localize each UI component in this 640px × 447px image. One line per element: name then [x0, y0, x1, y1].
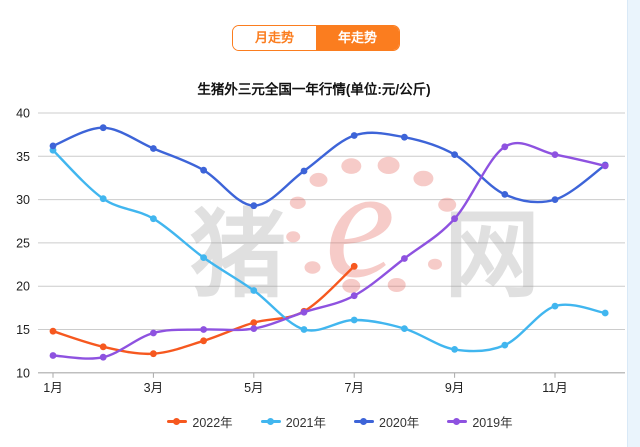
x-axis-label: 1月	[43, 381, 62, 395]
data-point-2020年	[49, 142, 57, 150]
watermark-dot	[377, 156, 400, 174]
legend-item-2021[interactable]: 2021年	[260, 412, 326, 431]
y-axis-label: 20	[16, 280, 30, 294]
watermark-dot	[413, 170, 434, 187]
tab-monthly-trend[interactable]: 月走势	[233, 26, 316, 50]
data-point-2020年	[99, 124, 107, 132]
watermark: 猪网e	[190, 136, 540, 311]
data-point-2021年	[501, 341, 509, 349]
data-point-2021年	[300, 326, 308, 333]
x-axis-label: 9月	[445, 381, 464, 395]
chart-legend: 2022年 2021年 2020年 2019年	[40, 412, 640, 430]
x-axis-label: 7月	[344, 381, 363, 395]
data-point-2021年	[150, 215, 157, 223]
data-point-2022年	[200, 337, 208, 345]
data-point-2021年	[350, 316, 358, 324]
y-axis-label: 40	[16, 107, 30, 121]
watermark-dot	[438, 197, 457, 212]
data-point-2021年	[250, 287, 258, 294]
legend-label-2021: 2021年	[285, 415, 326, 430]
y-axis-label: 25	[16, 236, 30, 250]
x-axis-label: 5月	[244, 381, 263, 395]
y-axis-label: 30	[16, 193, 30, 207]
watermark-e-char: e	[325, 136, 395, 311]
watermark-dot	[387, 278, 406, 292]
data-point-2020年	[401, 133, 408, 141]
legend-item-2019[interactable]: 2019年	[447, 412, 513, 431]
data-point-2020年	[150, 145, 157, 152]
y-axis-label: 10	[16, 366, 30, 380]
chart-title: 生猪外三元全国一年行情(单位:元/公斤)	[197, 82, 431, 97]
data-point-2020年	[451, 151, 458, 159]
legend-item-2020[interactable]: 2020年	[354, 412, 419, 431]
data-point-2022年	[250, 319, 258, 326]
watermark-dot	[286, 231, 301, 243]
data-point-2019年	[49, 352, 57, 359]
data-point-2021年	[451, 346, 458, 353]
data-point-2019年	[200, 326, 208, 333]
y-axis-label: 15	[16, 323, 30, 337]
watermark-dot	[428, 258, 442, 270]
legend-marker-2020-icon	[354, 417, 374, 425]
legend-label-2022: 2022年	[192, 415, 233, 430]
watermark-dot	[309, 172, 328, 187]
data-point-2021年	[200, 254, 208, 261]
data-point-2019年	[150, 329, 157, 337]
right-edge-panel	[627, 0, 640, 447]
data-point-2020年	[551, 196, 559, 204]
data-point-2019年	[300, 308, 308, 316]
legend-marker-2019-icon	[447, 417, 468, 425]
legend-label-2020: 2020年	[379, 415, 420, 430]
data-point-2020年	[200, 166, 208, 174]
data-point-2019年	[501, 143, 509, 151]
data-point-2022年	[350, 262, 358, 270]
data-point-2022年	[99, 343, 107, 351]
x-axis-label: 3月	[144, 381, 163, 395]
data-point-2019年	[99, 353, 107, 361]
data-point-2021年	[551, 302, 559, 310]
data-point-2019年	[551, 151, 559, 159]
data-point-2021年	[401, 325, 408, 332]
series-line-2021年	[51, 149, 607, 353]
data-point-2019年	[350, 292, 358, 300]
data-point-2020年	[501, 191, 509, 198]
watermark-right-char: 网	[444, 202, 540, 309]
data-point-2021年	[99, 195, 107, 203]
legend-label-2019: 2019年	[472, 415, 513, 430]
y-axis-label: 35	[16, 150, 30, 164]
data-point-2022年	[150, 350, 157, 358]
data-point-2019年	[250, 325, 258, 332]
legend-item-2022[interactable]: 2022年	[167, 412, 233, 431]
watermark-dot	[289, 196, 306, 209]
data-point-2020年	[250, 202, 258, 210]
legend-marker-2021-icon	[260, 417, 281, 425]
data-point-2019年	[601, 162, 609, 170]
watermark-dot	[342, 278, 361, 293]
data-point-2022年	[49, 327, 57, 335]
legend-marker-2022-icon	[167, 417, 188, 425]
tab-yearly-trend[interactable]: 年走势	[316, 26, 399, 50]
trend-tab-group: 月走势 年走势	[232, 25, 400, 51]
data-point-2021年	[601, 309, 609, 317]
data-point-2020年	[300, 167, 308, 175]
watermark-dot	[304, 261, 321, 274]
data-point-2020年	[350, 132, 358, 139]
watermark-dot	[341, 158, 362, 174]
data-point-2019年	[451, 215, 458, 223]
data-point-2019年	[401, 255, 408, 262]
x-axis-label: 11月	[542, 381, 567, 395]
